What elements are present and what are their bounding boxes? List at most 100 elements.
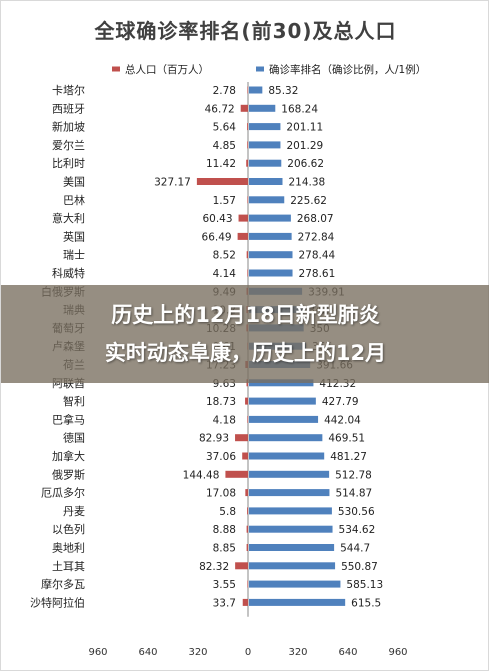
population-data-label: 327.17	[154, 177, 191, 189]
population-bar	[247, 141, 248, 149]
chart-title: 全球确诊率排名(前30)及总人口	[94, 19, 397, 43]
population-bar	[247, 415, 248, 423]
rate-data-label: 544.7	[340, 543, 370, 555]
population-data-label: 37.06	[206, 451, 236, 463]
rate-bar	[249, 415, 319, 423]
rate-bar	[249, 397, 316, 405]
population-bar	[246, 525, 248, 533]
rate-data-label: 514.87	[335, 488, 372, 500]
rate-data-label: 469.51	[328, 433, 365, 445]
population-bar	[245, 489, 248, 497]
population-bar	[235, 434, 248, 442]
population-data-label: 1.57	[213, 195, 236, 207]
population-data-label: 144.48	[183, 469, 220, 481]
population-data-label: 5.64	[213, 122, 237, 134]
x-tick-label: 0	[245, 647, 251, 658]
rate-data-label: 268.07	[297, 213, 334, 225]
population-bar	[247, 196, 248, 204]
rate-bar	[249, 525, 333, 533]
population-data-label: 8.85	[213, 543, 236, 555]
rate-data-label: 85.32	[268, 85, 298, 97]
rate-data-label: 201.11	[286, 122, 323, 134]
rate-data-label: 550.87	[341, 561, 378, 573]
legend-label-rate: 确诊率排名（确诊比例，人/1例）	[269, 63, 426, 76]
rate-bar	[249, 196, 285, 204]
x-tick-label: 320	[188, 647, 207, 658]
population-bar	[240, 104, 248, 112]
rate-data-label: 278.61	[299, 268, 336, 280]
rate-bar	[249, 159, 282, 167]
rate-data-label: 214.38	[288, 177, 325, 189]
population-data-label: 60.43	[202, 213, 232, 225]
category-label: 德国	[63, 431, 85, 445]
population-data-label: 2.78	[213, 85, 236, 97]
x-tick-label: 960	[88, 647, 107, 658]
overlay-headline-line1: 历史上的12月18日新型肺炎	[111, 303, 380, 327]
population-bar	[246, 544, 248, 551]
category-label: 厄瓜多尔	[41, 486, 85, 500]
rate-data-label: 481.27	[330, 451, 367, 463]
category-label: 俄罗斯	[52, 468, 85, 481]
population-data-label: 82.32	[199, 561, 229, 573]
rate-data-label: 225.62	[290, 195, 327, 207]
rate-data-label: 534.62	[339, 524, 376, 536]
rate-bar	[249, 489, 330, 497]
watermark-overlay: 历史上的12月18日新型肺炎 实时动态阜康，历史上的12月	[1, 285, 489, 383]
rate-bar	[249, 104, 276, 112]
population-data-label: 33.7	[213, 597, 236, 609]
rate-bar	[249, 86, 263, 94]
population-bar	[247, 123, 248, 131]
population-data-label: 8.88	[213, 524, 236, 536]
rate-bar	[249, 434, 323, 442]
population-data-label: 8.52	[213, 250, 236, 262]
category-label: 沙特阿拉伯	[30, 595, 85, 609]
rate-bar	[249, 251, 293, 259]
category-label: 意大利	[52, 211, 85, 225]
rate-bar	[249, 507, 332, 515]
rate-data-label: 615.5	[351, 597, 381, 609]
rate-data-label: 168.24	[281, 103, 318, 115]
rate-data-label: 272.84	[298, 231, 335, 243]
category-label: 巴拿马	[52, 412, 85, 426]
overlay-headline-line2: 实时动态阜康，历史上的12月	[104, 341, 387, 365]
population-data-label: 4.18	[213, 414, 236, 426]
category-label: 爱尔兰	[52, 139, 85, 152]
population-bar	[246, 251, 248, 259]
category-label: 智利	[63, 394, 85, 408]
population-bar	[242, 598, 248, 606]
rate-data-label: 530.56	[338, 506, 375, 518]
x-tick-label: 640	[338, 647, 357, 658]
population-bar	[245, 397, 248, 405]
rate-bar	[249, 544, 335, 551]
population-bar	[247, 86, 248, 94]
legend-label-population: 总人口（百万人）	[125, 63, 209, 76]
population-data-label: 82.93	[199, 433, 229, 445]
category-label: 美国	[63, 176, 85, 189]
population-data-label: 3.55	[213, 579, 236, 591]
rate-bar	[249, 269, 293, 277]
rate-bar	[249, 452, 325, 460]
population-data-label: 11.42	[206, 158, 236, 170]
x-tick-label: 640	[138, 647, 157, 658]
rate-data-label: 585.13	[346, 579, 383, 591]
rate-bar	[249, 141, 281, 149]
category-label: 巴林	[63, 193, 85, 207]
rate-bar	[249, 214, 291, 222]
category-label: 科威特	[52, 266, 85, 280]
rate-data-label: 427.79	[322, 396, 359, 408]
category-label: 土耳其	[52, 560, 85, 573]
population-data-label: 66.49	[202, 231, 232, 243]
category-label: 西班牙	[52, 102, 85, 115]
population-data-label: 46.72	[205, 103, 235, 115]
population-bar	[242, 452, 248, 460]
population-bar	[196, 178, 248, 185]
population-data-label: 17.08	[206, 488, 236, 500]
population-bar	[247, 580, 248, 588]
population-data-label: 18.73	[206, 396, 236, 408]
rate-bar	[249, 580, 341, 588]
population-bar	[225, 470, 248, 478]
category-label: 卡塔尔	[52, 84, 85, 97]
population-bar	[247, 507, 248, 515]
